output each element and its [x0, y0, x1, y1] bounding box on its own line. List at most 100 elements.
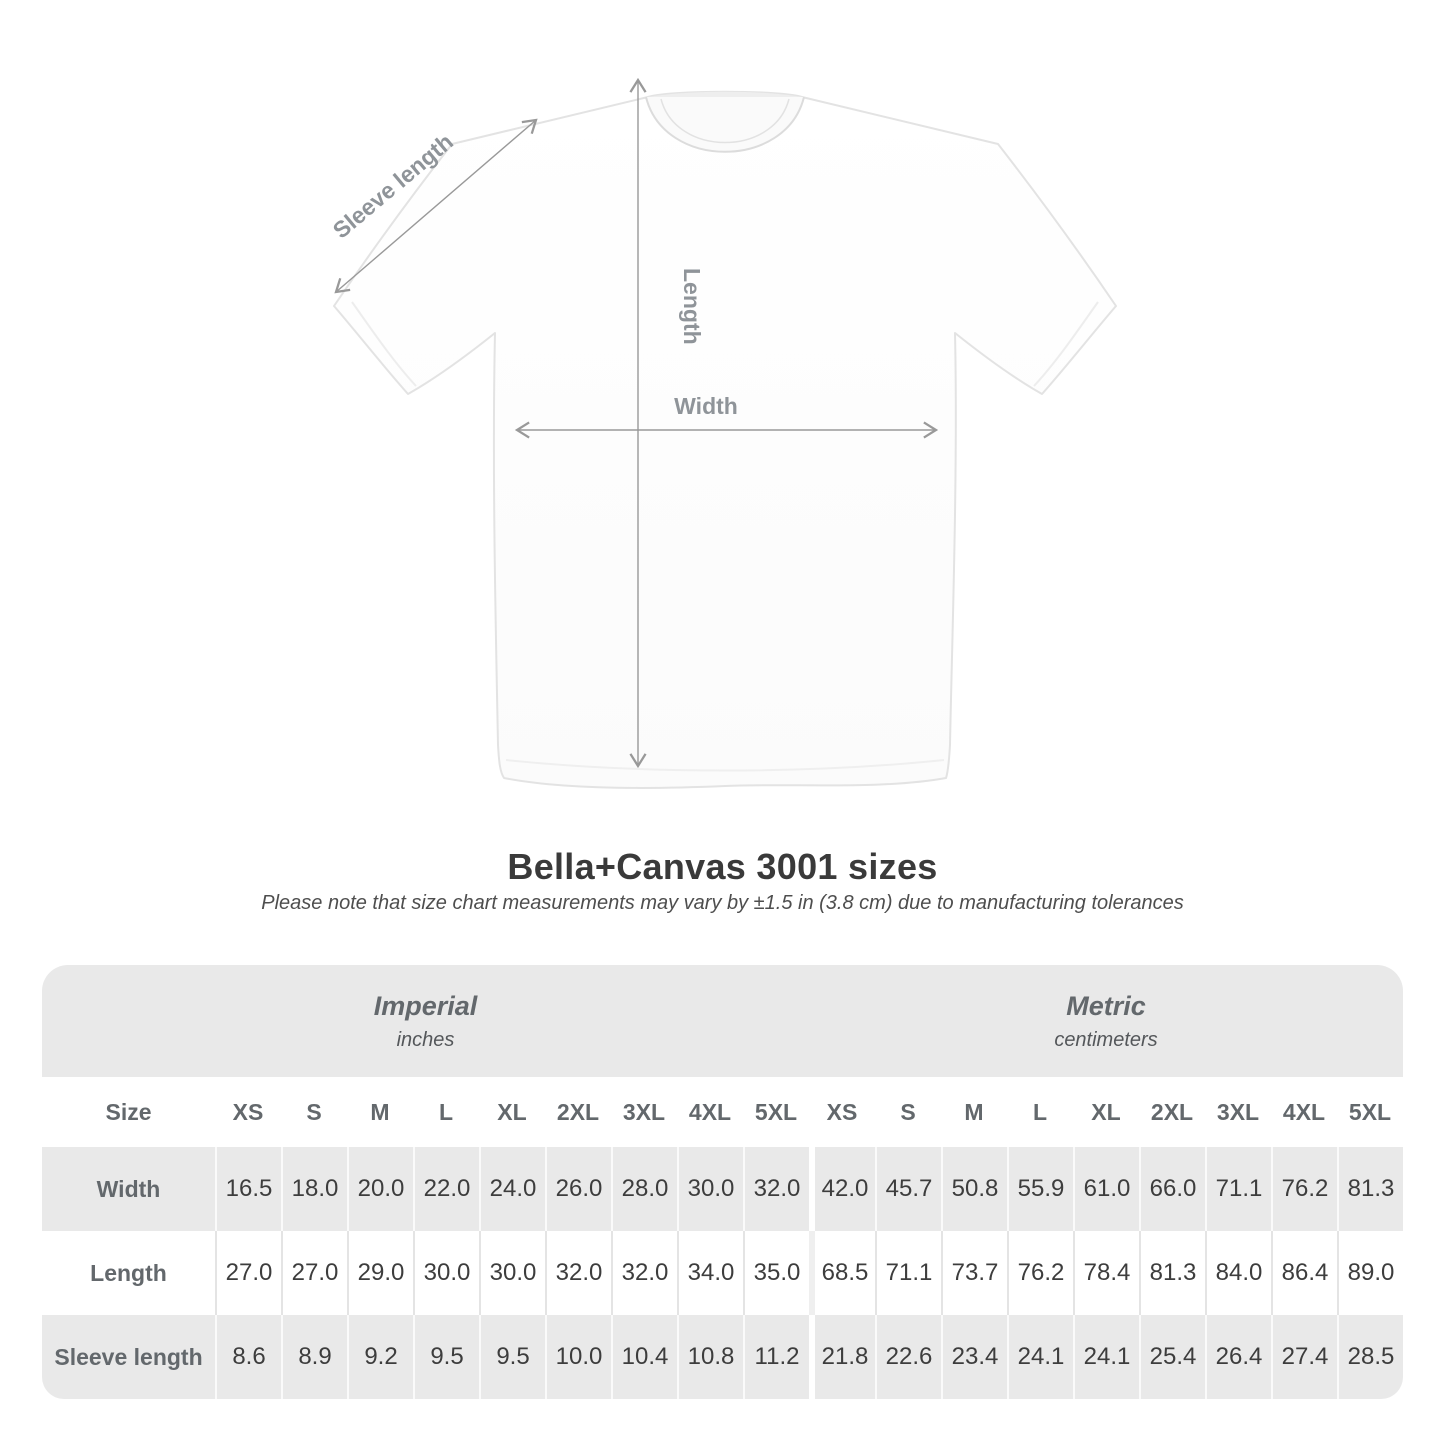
- length-imperial-value: 27.0: [281, 1231, 347, 1315]
- length-row-label: Length: [90, 1259, 167, 1286]
- page-subtitle: Please note that size chart measurements…: [261, 892, 1184, 914]
- imperial-header: Imperial inches: [42, 991, 809, 1052]
- size-imperial-2xl: 2XL: [556, 1098, 600, 1125]
- tshirt-collar-inner: [660, 98, 790, 144]
- sleeve-imperial-value: 11.2: [743, 1315, 809, 1399]
- size-metric-4xl: 4XL: [1282, 1098, 1326, 1125]
- size-imperial-5xl: 5XL: [754, 1098, 798, 1125]
- length-label: Length: [679, 268, 705, 345]
- tshirt-illustration: Sleeve length Length Width: [328, 77, 1117, 789]
- size-metric-2xl: 2XL: [1150, 1098, 1194, 1125]
- width-metric-value: 81.3: [1337, 1147, 1403, 1231]
- sleeve-length-row: Sleeve length 8.6 8.9 9.2 9.5 9.5 10.0 1…: [42, 1315, 1403, 1399]
- length-metric-value: 76.2: [1007, 1231, 1073, 1315]
- width-imperial-value: 22.0: [413, 1147, 479, 1231]
- width-metric-value: 61.0: [1073, 1147, 1139, 1231]
- size-metric-l: L: [1032, 1098, 1048, 1125]
- sleeve-metric-value: 24.1: [1007, 1315, 1073, 1399]
- sleeve-imperial-value: 8.9: [281, 1315, 347, 1399]
- sleeve-metric-value: 21.8: [809, 1315, 875, 1399]
- sleeve-imperial-value: 9.5: [479, 1315, 545, 1399]
- size-header-row: Size XS S M L XL 2XL 3XL 4XL 5XL XS S M …: [42, 1077, 1403, 1147]
- width-label: Width: [674, 393, 738, 419]
- width-metric-value: 50.8: [941, 1147, 1007, 1231]
- unit-system-header: Imperial inches Metric centimeters: [42, 965, 1403, 1077]
- tshirt-left-cuff-seam: [351, 301, 417, 387]
- length-imperial-value: 32.0: [611, 1231, 677, 1315]
- width-metric-value: 66.0: [1139, 1147, 1205, 1231]
- width-imperial-value: 20.0: [347, 1147, 413, 1231]
- size-chart-table: Imperial inches Metric centimeters Size …: [42, 965, 1403, 1399]
- size-metric-s: S: [900, 1098, 916, 1125]
- page-title: Bella+Canvas 3001 sizes: [507, 846, 938, 887]
- metric-unit: centimeters: [1054, 1028, 1158, 1051]
- length-imperial-value: 30.0: [479, 1231, 545, 1315]
- size-imperial-xs: XS: [232, 1098, 264, 1125]
- tshirt-right-cuff-seam: [1033, 301, 1099, 387]
- size-metric-xl: XL: [1091, 1098, 1121, 1125]
- sleeve-imperial-value: 10.0: [545, 1315, 611, 1399]
- width-metric-value: 45.7: [875, 1147, 941, 1231]
- sleeve-imperial-value: 10.4: [611, 1315, 677, 1399]
- width-row: Width 16.5 18.0 20.0 22.0 24.0 26.0 28.0…: [42, 1147, 1403, 1231]
- sleeve-metric-value: 24.1: [1073, 1315, 1139, 1399]
- sleeve-metric-value: 27.4: [1271, 1315, 1337, 1399]
- sleeve-metric-value: 26.4: [1205, 1315, 1271, 1399]
- width-imperial-value: 16.5: [215, 1147, 281, 1231]
- sleeve-imperial-value: 9.5: [413, 1315, 479, 1399]
- tshirt-measurement-diagram: Sleeve length Length Width: [328, 77, 1117, 789]
- length-metric-value: 86.4: [1271, 1231, 1337, 1315]
- sleeve-imperial-value: 8.6: [215, 1315, 281, 1399]
- tshirt-collar-outer: [645, 96, 805, 153]
- length-metric-value: 84.0: [1205, 1231, 1271, 1315]
- length-imperial-value: 35.0: [743, 1231, 809, 1315]
- sleeve-metric-value: 25.4: [1139, 1315, 1205, 1399]
- tshirt-body: [333, 90, 1117, 789]
- size-metric-3xl: 3XL: [1216, 1098, 1260, 1125]
- size-imperial-m: M: [370, 1098, 390, 1125]
- width-metric-value: 76.2: [1271, 1147, 1337, 1231]
- sleeve-length-arrow: [334, 118, 538, 294]
- sleeve-imperial-value: 9.2: [347, 1315, 413, 1399]
- width-imperial-value: 28.0: [611, 1147, 677, 1231]
- length-metric-value: 89.0: [1337, 1231, 1403, 1315]
- width-imperial-value: 30.0: [677, 1147, 743, 1231]
- size-metric-m: M: [964, 1098, 984, 1125]
- width-imperial-value: 18.0: [281, 1147, 347, 1231]
- length-metric-value: 71.1: [875, 1231, 941, 1315]
- width-imperial-value: 32.0: [743, 1147, 809, 1231]
- length-metric-value: 68.5: [809, 1231, 875, 1315]
- length-imperial-value: 30.0: [413, 1231, 479, 1315]
- width-metric-value: 71.1: [1205, 1147, 1271, 1231]
- size-metric-5xl: 5XL: [1348, 1098, 1392, 1125]
- width-metric-value: 55.9: [1007, 1147, 1073, 1231]
- length-imperial-value: 32.0: [545, 1231, 611, 1315]
- imperial-title: Imperial: [373, 990, 478, 1021]
- length-metric-value: 81.3: [1139, 1231, 1205, 1315]
- sleeve-metric-value: 22.6: [875, 1315, 941, 1399]
- length-metric-value: 73.7: [941, 1231, 1007, 1315]
- imperial-unit: inches: [396, 1028, 455, 1051]
- size-imperial-3xl: 3XL: [622, 1098, 666, 1125]
- size-imperial-xl: XL: [497, 1098, 527, 1125]
- width-imperial-value: 26.0: [545, 1147, 611, 1231]
- sleeve-row-label: Sleeve length: [54, 1343, 203, 1370]
- metric-title: Metric: [1066, 990, 1146, 1021]
- length-imperial-value: 27.0: [215, 1231, 281, 1315]
- length-row: Length 27.0 27.0 29.0 30.0 30.0 32.0 32.…: [42, 1231, 1403, 1315]
- size-imperial-l: L: [438, 1098, 454, 1125]
- size-metric-xs: XS: [826, 1098, 858, 1125]
- width-imperial-value: 24.0: [479, 1147, 545, 1231]
- metric-header: Metric centimeters: [809, 991, 1403, 1052]
- size-imperial-4xl: 4XL: [688, 1098, 732, 1125]
- width-row-label: Width: [96, 1175, 161, 1202]
- length-metric-value: 78.4: [1073, 1231, 1139, 1315]
- sleeve-metric-value: 23.4: [941, 1315, 1007, 1399]
- size-imperial-s: S: [306, 1098, 322, 1125]
- sleeve-metric-value: 28.5: [1337, 1315, 1403, 1399]
- width-metric-value: 42.0: [809, 1147, 875, 1231]
- sleeve-imperial-value: 10.8: [677, 1315, 743, 1399]
- tshirt-hem-seam: [505, 759, 945, 772]
- size-column-header: Size: [105, 1098, 152, 1125]
- length-imperial-value: 34.0: [677, 1231, 743, 1315]
